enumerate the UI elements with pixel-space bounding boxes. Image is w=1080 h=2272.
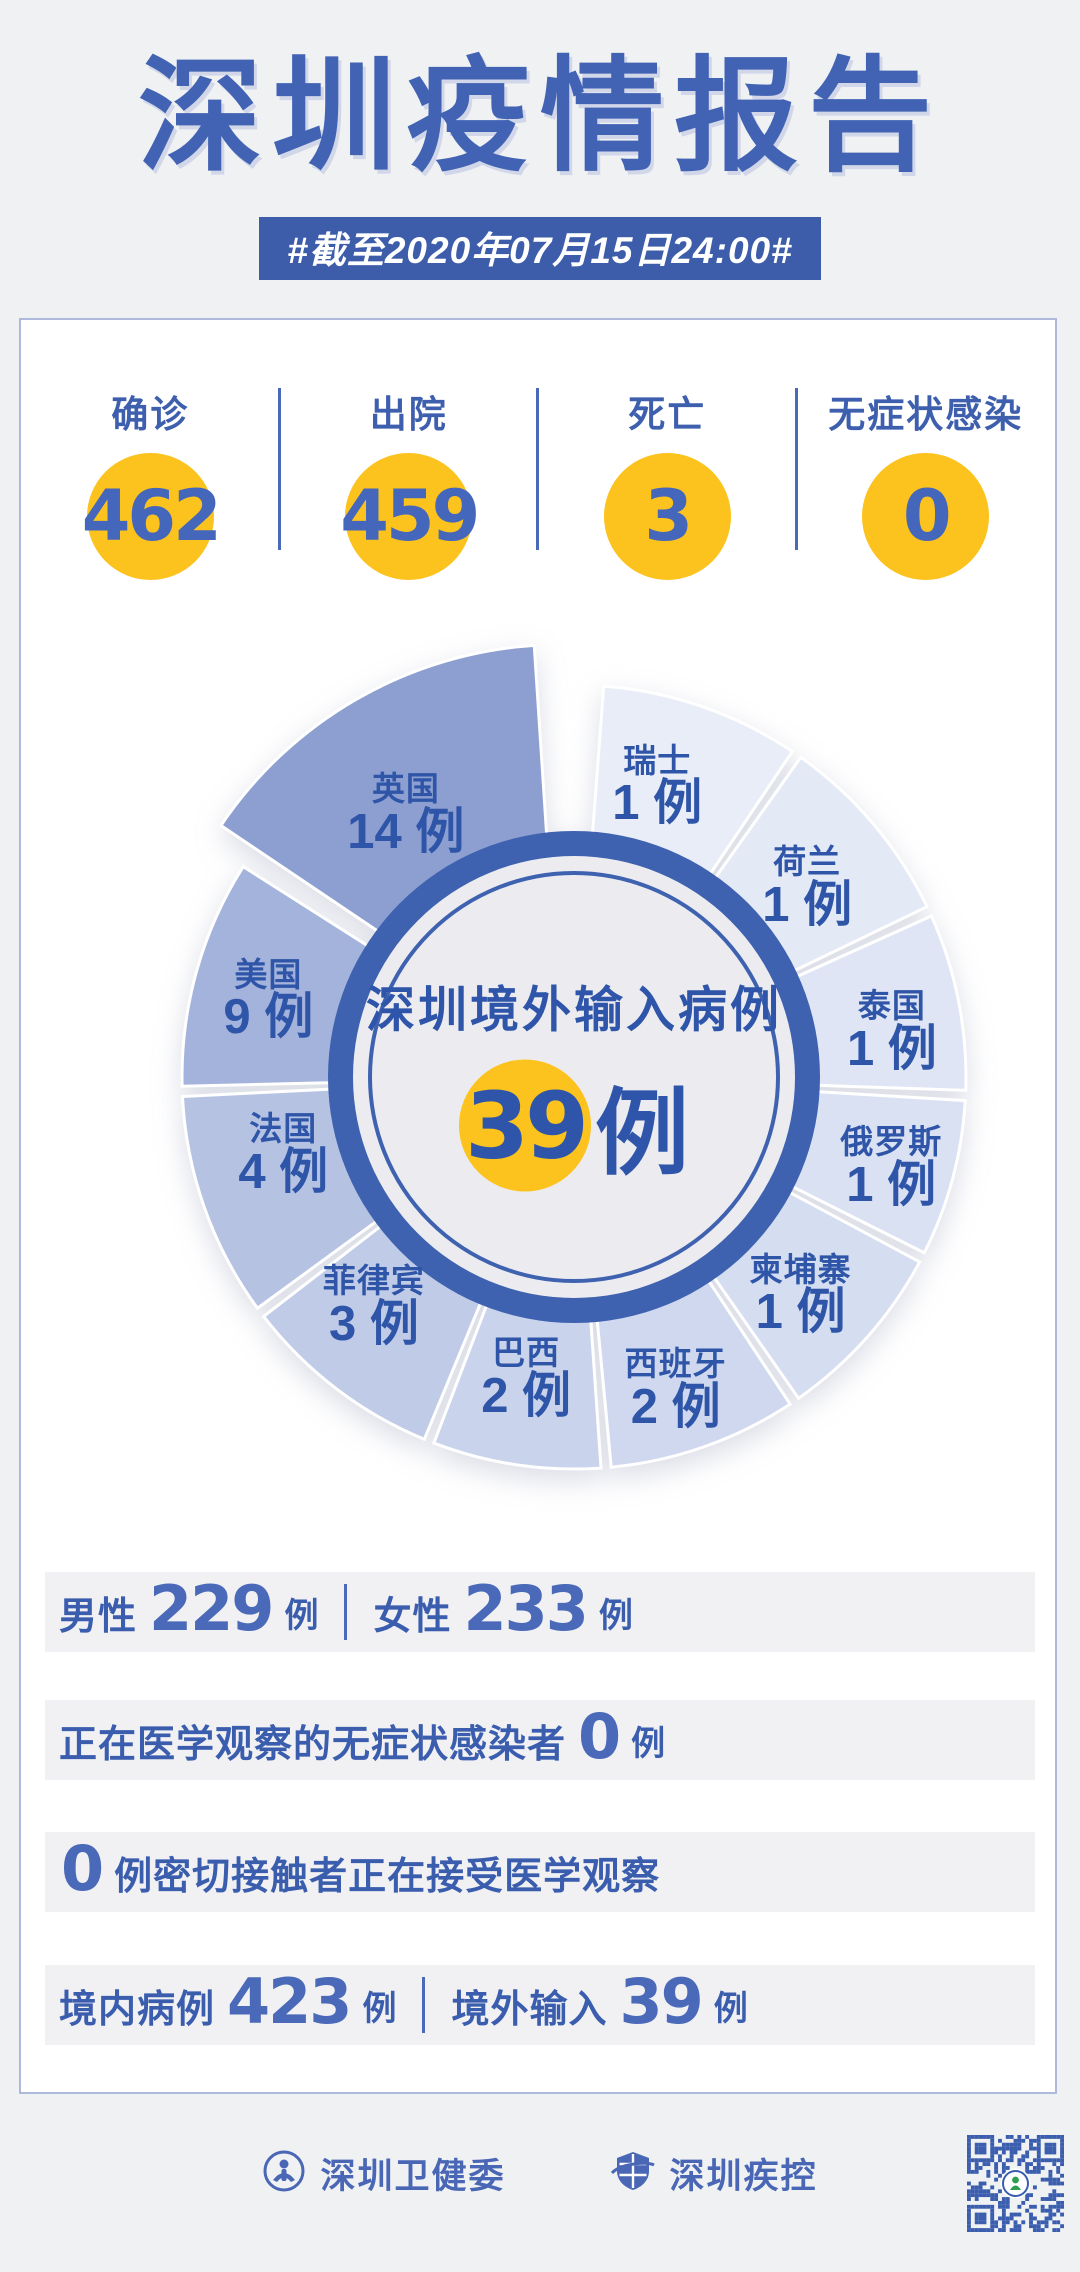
slice-count: 1 例 [755,1285,846,1340]
stats-row: 确诊 462 出院 459 死亡 3 无症状感染 0 [21,320,1055,580]
slice-label-荷兰: 荷兰 1 例 [762,845,852,931]
female-label: 女性 [373,1595,452,1638]
domestic-label: 境内病例 [59,1988,216,2031]
slice-count: 9 例 [223,990,314,1045]
divider [422,1977,426,2033]
unit-label: 例 [598,1596,633,1635]
slice-country: 巴西 [492,1334,561,1372]
stat-confirmed: 确诊 462 [21,384,280,580]
footer: 深圳卫健委 深圳疾控 [0,2148,1080,2199]
slice-label-美国: 美国 9 例 [223,955,314,1045]
slice-label-俄罗斯: 俄罗斯 1 例 [840,1122,943,1212]
report-date-badge: #截至2020年07月15日24:00# [259,216,821,280]
qr-code [967,2135,1064,2232]
male-label: 男性 [59,1595,138,1638]
close-contacts-label: 例密切接触者正在接受医学观察 [114,1855,661,1898]
imported-count: 39 [619,1965,703,2038]
slice-country: 荷兰 [773,843,842,881]
unit-label: 例 [631,1724,666,1763]
cdc-shield-globe-icon [610,2149,656,2198]
report-card: 确诊 462 出院 459 死亡 3 无症状感染 0 [19,318,1057,2094]
divider [344,1584,348,1640]
stat-discharged: 出院 459 [280,384,539,580]
slice-count: 2 例 [630,1379,721,1434]
female-count: 233 [463,1572,588,1645]
pie-center-label: 深圳境外输入病例 39 例 [366,971,782,1194]
row-asymptomatic-observation: 正在医学观察的无症状感染者 0 例 [45,1700,1035,1780]
slice-country: 西班牙 [624,1344,727,1382]
stat-deaths: 死亡 3 [538,384,797,580]
stat-value: 462 [81,474,222,557]
domestic-count: 423 [227,1965,352,2038]
slice-label-英国: 英国 14 例 [347,772,464,858]
slice-country: 泰国 [857,987,926,1025]
stat-label: 出院 [369,394,448,435]
row-case-origin: 境内病例 423 例 境外输入 39 例 [45,1965,1035,2045]
stat-value: 459 [340,474,480,557]
slice-count: 1 例 [762,877,853,932]
pie-total-row: 39 例 [366,1058,782,1194]
org-cdc: 深圳疾控 [610,2148,818,2199]
slice-country: 俄罗斯 [840,1122,943,1160]
slice-country: 瑞士 [623,741,692,779]
pie-title: 深圳境外输入病例 [365,983,783,1038]
slice-label-菲律宾: 菲律宾 3 例 [322,1262,425,1351]
close-contacts-count: 0 [61,1832,104,1905]
slice-count: 14 例 [347,805,465,860]
row-close-contacts: 0 例密切接触者正在接受医学观察 [45,1832,1035,1912]
pie-center-disc [368,871,780,1283]
imported-cases-pie-chart: 深圳境外输入病例 39 例 瑞士 1 例荷兰 1 例泰国 1 例俄罗斯 1 例柬埔寨 1 … [124,620,1024,1500]
slice-label-柬埔寨: 柬埔寨 1 例 [749,1250,852,1340]
male-count: 229 [149,1572,274,1645]
stat-value: 3 [644,474,693,557]
slice-count: 4 例 [238,1144,329,1199]
pie-total-value: 39 [464,1072,589,1179]
pie-center-disc [353,856,795,1298]
stat-value-badge: 3 [603,453,731,580]
stat-value: 0 [902,474,952,557]
subtitle-wrap: #截至2020年07月15日24:00# [0,216,1080,280]
qr-code-canvas [967,2135,1064,2232]
slice-country: 菲律宾 [322,1262,425,1300]
unit-label: 例 [713,1989,748,2028]
unit-label: 例 [362,1989,397,2028]
slice-country: 法国 [249,1109,318,1147]
health-commission-seal-icon [262,2149,306,2198]
slice-label-巴西: 巴西 2 例 [481,1336,571,1422]
stat-asymptomatic: 无症状感染 0 [797,384,1056,580]
asymptomatic-observation-label: 正在医学观察的无症状感染者 [59,1723,567,1766]
slice-count: 1 例 [846,1021,937,1076]
stat-label: 确诊 [111,394,190,435]
cdc-name: 深圳疾控 [669,2157,818,2196]
asymptomatic-observation-count: 0 [578,1700,621,1773]
health-commission-name: 深圳卫健委 [320,2157,506,2196]
unit-label: 例 [284,1596,319,1635]
page-title: 深圳疫情报告 [137,48,942,186]
org-health-commission: 深圳卫健委 [262,2148,505,2199]
stat-value-badge: 462 [82,453,222,580]
row-gender: 男性 229 例 女性 233 例 [45,1572,1035,1652]
slice-count: 3 例 [328,1296,419,1351]
slice-count: 1 例 [846,1157,937,1212]
stat-value-badge: 459 [340,453,480,580]
slice-label-泰国: 泰国 1 例 [847,989,937,1075]
slice-count: 1 例 [612,776,703,831]
stat-label: 死亡 [628,394,707,435]
pie-total-badge: 39 [458,1059,591,1192]
slice-count: 2 例 [481,1368,572,1423]
slice-label-西班牙: 西班牙 2 例 [624,1344,727,1434]
slice-country: 英国 [371,770,440,808]
slice-label-瑞士: 瑞士 1 例 [612,741,703,831]
slice-country: 柬埔寨 [749,1250,852,1288]
slice-label-法国: 法国 4 例 [238,1109,329,1199]
stat-label: 无症状感染 [828,394,1024,435]
slice-country: 美国 [234,955,303,993]
imported-label: 境外输入 [451,1988,608,2031]
stat-value-badge: 0 [862,453,990,580]
pie-total-unit: 例 [594,1080,690,1186]
